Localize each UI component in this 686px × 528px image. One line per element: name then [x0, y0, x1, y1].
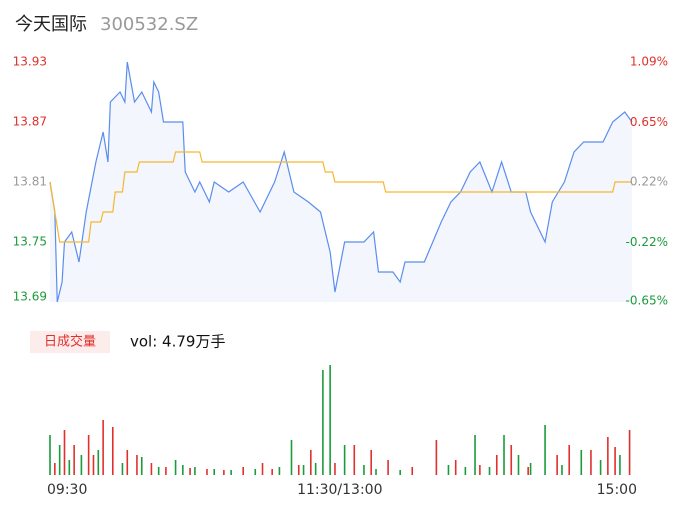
volume-bar [353, 445, 356, 475]
volume-bar [619, 455, 621, 475]
volume-bar [174, 460, 177, 475]
volume-bar [503, 435, 505, 475]
volume-bar [302, 465, 305, 475]
x-tick-label: 11:30/13:00 [297, 482, 382, 498]
y-tick-label: 13.93 [13, 55, 47, 69]
volume-bar [182, 465, 184, 475]
volume-bar [411, 467, 414, 475]
volume-bar [599, 460, 602, 475]
y2-tick-label: 1.09% [630, 55, 668, 69]
volume-bar [68, 460, 71, 475]
volume-bar [194, 467, 196, 475]
volume-bar [614, 447, 616, 475]
volume-bar [271, 469, 273, 475]
volume-bar [607, 437, 609, 475]
volume-bar [580, 450, 583, 475]
volume-bar [150, 463, 153, 475]
y2-tick-label: -0.65% [626, 294, 668, 308]
x-tick-label: 09:30 [47, 482, 87, 498]
volume-bar [322, 370, 324, 475]
volume-bar [80, 455, 83, 475]
volume-bar [297, 465, 300, 475]
volume-bar [278, 467, 281, 475]
volume-bar [343, 445, 346, 475]
volume-bar [435, 440, 438, 475]
volume-bar [140, 457, 143, 475]
price-area [50, 62, 632, 302]
volume-bar [329, 365, 331, 475]
volume-bar [334, 463, 336, 475]
volume-bar [363, 465, 365, 475]
volume-bar [517, 455, 520, 475]
volume-bar [261, 463, 264, 475]
y2-tick-label: 0.65% [630, 115, 668, 129]
volume-bar [556, 455, 558, 475]
volume-bar [454, 460, 457, 475]
volume-bar [121, 463, 124, 475]
average-line [49, 151, 632, 243]
y-tick-label: 13.81 [13, 175, 47, 189]
volume-bar [561, 465, 563, 475]
volume-bar [527, 467, 529, 475]
y-tick-label: 13.87 [13, 115, 47, 129]
volume-bar [73, 445, 75, 475]
stock-code: 300532.SZ [100, 14, 198, 35]
volume-bar [290, 440, 293, 475]
volume-bar [63, 430, 66, 475]
volume-bar [213, 469, 216, 475]
volume-bar [92, 455, 95, 475]
y-tick-label: 13.69 [13, 290, 47, 304]
volume-bar [510, 445, 513, 475]
volume-bar [136, 455, 138, 475]
volume-bar [58, 445, 61, 475]
volume-bar [223, 470, 225, 475]
volume-bar [544, 425, 546, 475]
volume-bar [49, 435, 51, 475]
volume-bar [474, 435, 476, 475]
volume-bar [54, 463, 56, 475]
volume-bar [568, 445, 571, 475]
y2-tick-label: -0.22% [626, 235, 668, 249]
volume-bar [387, 460, 389, 475]
volume-bar [495, 455, 498, 475]
volume-bar [157, 467, 160, 475]
volume-bar [189, 468, 191, 475]
volume-bar [488, 467, 491, 475]
y2-tick-label: 0.22% [630, 175, 668, 189]
volume-bar [206, 469, 208, 475]
x-tick-label: 15:00 [597, 482, 637, 498]
volume-bar [97, 450, 100, 475]
volume-bar [310, 450, 312, 475]
volume-bar [370, 450, 372, 475]
volume-bar [126, 450, 129, 475]
volume-bar [447, 465, 450, 475]
volume-bar [254, 469, 257, 475]
volume-bar [111, 427, 114, 475]
volume-bar [314, 463, 317, 475]
volume-bar [165, 467, 167, 475]
volume-label-bg [30, 331, 110, 353]
volume-label: 日成交量 [44, 334, 96, 350]
volume-summary: vol: 4.79万手 [130, 333, 225, 351]
volume-bar [399, 470, 401, 475]
volume-bar [479, 465, 481, 475]
volume-bar [529, 463, 532, 475]
volume-bar [230, 470, 232, 475]
volume-bar [102, 420, 104, 475]
stock-name: 今天国际 [15, 14, 87, 35]
volume-bar [590, 450, 592, 475]
volume-bar [375, 469, 377, 475]
volume-bar [242, 467, 244, 475]
volume-bar [87, 435, 90, 475]
volume-bar [628, 430, 631, 475]
y-tick-label: 13.75 [13, 235, 47, 249]
volume-bar [464, 467, 467, 475]
